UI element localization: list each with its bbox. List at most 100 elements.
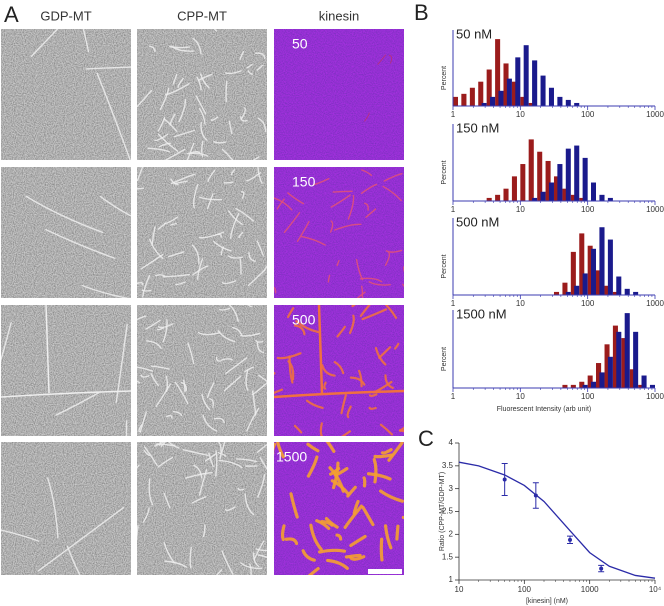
filament xyxy=(343,504,364,530)
filament xyxy=(137,89,153,108)
histogram-bar xyxy=(621,338,627,388)
histogram-bar xyxy=(565,148,571,201)
micrograph xyxy=(137,305,267,436)
filament xyxy=(257,554,267,559)
filament xyxy=(182,448,209,457)
filament xyxy=(236,458,258,463)
filament xyxy=(346,485,357,498)
x-tick-label: 10 xyxy=(516,392,525,401)
filament xyxy=(143,446,158,466)
x-tick-label: 1 xyxy=(451,299,456,308)
column-header: kinesin xyxy=(319,8,359,23)
filament xyxy=(228,305,239,322)
image-background xyxy=(274,29,404,160)
y-axis-label: Ratio (CPP-MT/GDP-MT) xyxy=(439,472,446,551)
filament xyxy=(150,365,170,370)
filament xyxy=(257,167,263,184)
filament xyxy=(166,414,173,419)
filament xyxy=(240,191,245,199)
filament xyxy=(231,326,243,336)
x-tick-label: 10⁴ xyxy=(649,585,662,594)
filament xyxy=(99,195,131,217)
filament xyxy=(160,442,167,447)
histogram-bar xyxy=(599,227,605,295)
image-background xyxy=(137,167,267,298)
filament xyxy=(186,152,209,157)
x-tick-label: 1 xyxy=(451,110,456,119)
filament xyxy=(333,360,345,375)
filament xyxy=(218,459,243,469)
histogram-bar xyxy=(540,191,546,201)
histogram-bar xyxy=(540,75,546,106)
filament xyxy=(385,249,403,253)
filament xyxy=(361,169,373,177)
filament xyxy=(230,169,236,176)
filament xyxy=(202,414,218,432)
filament xyxy=(139,411,148,433)
filament xyxy=(321,364,336,377)
filament xyxy=(159,87,170,111)
micrograph xyxy=(1,167,131,298)
filament xyxy=(357,369,363,388)
filament xyxy=(145,319,161,330)
filament xyxy=(372,457,378,484)
filament xyxy=(137,281,144,286)
filament xyxy=(143,450,150,457)
histogram-bar xyxy=(528,139,534,201)
filament xyxy=(167,251,185,258)
filament xyxy=(223,375,242,392)
histogram-bar xyxy=(579,233,585,295)
micrograph xyxy=(274,305,404,436)
filament xyxy=(283,212,301,234)
filament xyxy=(379,537,384,562)
x-tick-label: 100 xyxy=(581,110,595,119)
filament xyxy=(275,442,285,459)
filament xyxy=(309,523,323,551)
histogram-bar xyxy=(511,176,517,201)
y-tick-label: 1.5 xyxy=(442,552,454,561)
filament xyxy=(240,107,247,120)
filament xyxy=(325,442,336,453)
filament xyxy=(257,474,266,498)
filament xyxy=(137,315,147,321)
filament xyxy=(229,212,240,239)
filament xyxy=(387,442,404,462)
histogram-bar xyxy=(629,369,635,388)
filament xyxy=(137,366,154,372)
filament xyxy=(221,280,237,285)
histogram-bar xyxy=(570,194,576,201)
filament xyxy=(173,129,196,138)
filament xyxy=(384,305,398,319)
x-tick-label: 1000 xyxy=(646,299,664,308)
filament xyxy=(364,112,370,122)
x-tick-label: 1000 xyxy=(646,392,664,401)
filament xyxy=(295,320,321,334)
filament xyxy=(333,467,349,477)
filament xyxy=(192,37,202,55)
filament xyxy=(319,422,323,436)
filament xyxy=(347,194,355,220)
histogram-bar xyxy=(579,197,585,201)
filament xyxy=(177,77,184,89)
x-tick-label: 1000 xyxy=(646,110,664,119)
filament xyxy=(388,55,393,64)
histogram-bar xyxy=(587,245,593,295)
image-background xyxy=(137,442,267,575)
histogram-bar xyxy=(649,384,655,388)
filament xyxy=(256,64,264,71)
filament xyxy=(146,340,162,350)
panel-label: B xyxy=(414,0,429,25)
filament xyxy=(148,45,156,53)
filament xyxy=(240,562,263,570)
histogram-bar xyxy=(495,194,501,201)
filament xyxy=(255,339,264,343)
histogram-bar xyxy=(486,69,492,106)
filament xyxy=(341,430,352,436)
filament xyxy=(312,177,330,186)
histogram-bar xyxy=(565,99,571,106)
histogram-bar xyxy=(574,285,580,295)
histogram-bar xyxy=(553,176,560,201)
filament xyxy=(169,45,191,49)
histogram-bar xyxy=(453,96,459,106)
filament xyxy=(245,369,249,391)
